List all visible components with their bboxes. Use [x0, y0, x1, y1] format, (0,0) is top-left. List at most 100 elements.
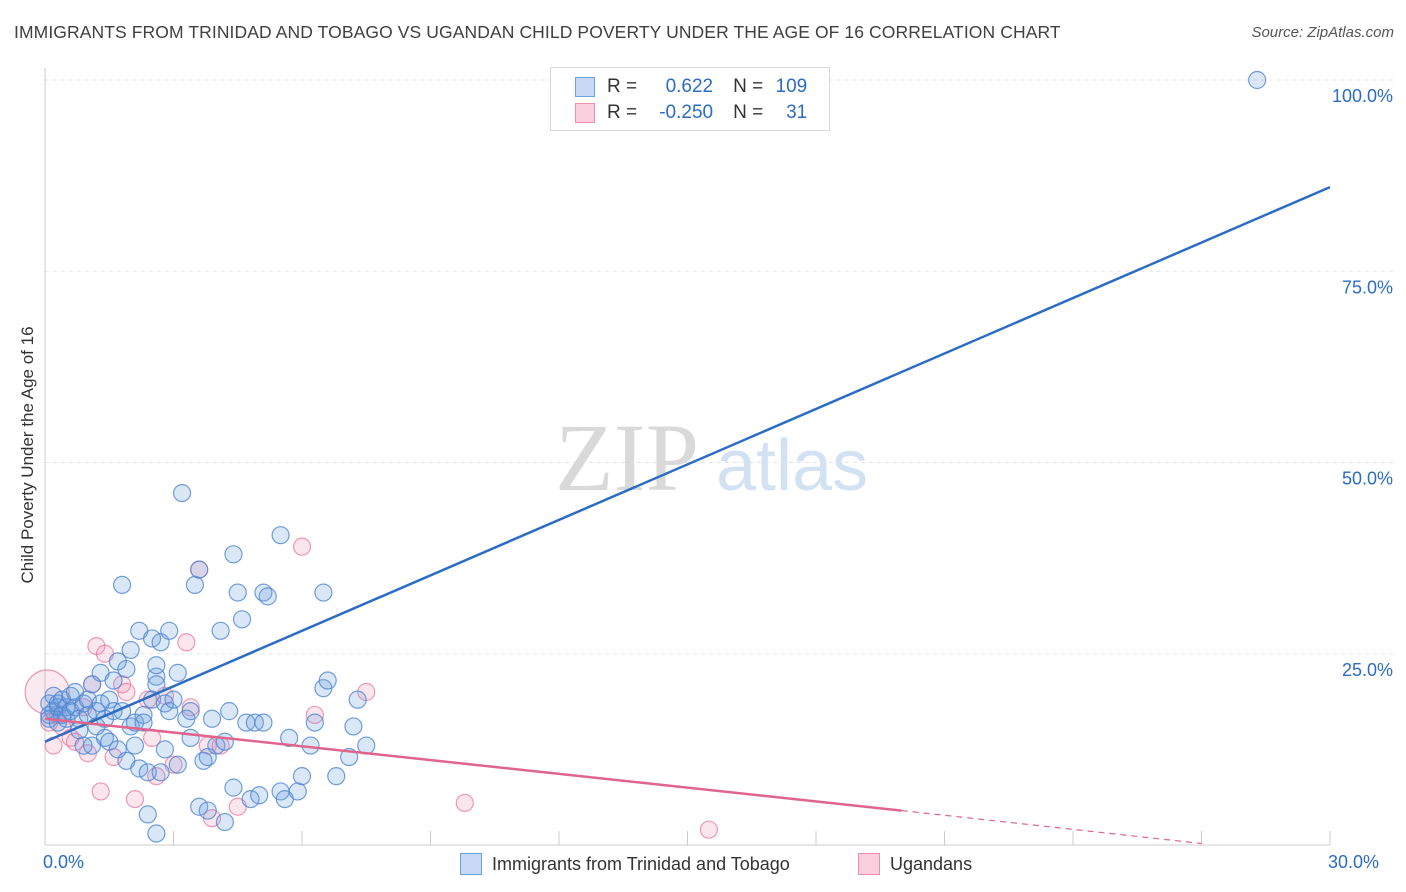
- trinidad-point-88: [250, 786, 269, 805]
- trinidad-point-63: [168, 663, 187, 682]
- trinidad-point-79: [215, 812, 234, 832]
- trinidad-point-91: [258, 587, 277, 606]
- trinidad-point-54: [147, 656, 166, 675]
- trinidad-point-60: [160, 621, 179, 640]
- legend-row-blue: R = 0.622 N = 109: [575, 74, 807, 100]
- y-tick-label-75: 75.0%: [1342, 277, 1393, 297]
- trinidad-point-97: [292, 767, 312, 786]
- trinidad-point-40: [121, 640, 140, 660]
- trinidad-point-104: [344, 717, 363, 736]
- ugandans-point-33: [699, 820, 719, 839]
- legend-n-value-blue: 109: [775, 76, 808, 97]
- trinidad-point-30: [100, 690, 119, 709]
- trinidad-point-82: [224, 778, 243, 797]
- trinidad-point-81: [224, 545, 243, 564]
- bottom-legend-swatch-pink: [858, 853, 880, 875]
- trinidad-point-99: [305, 713, 324, 732]
- watermark-atlas: atlas: [716, 426, 868, 506]
- y-tick-labels: 25.0% 50.0% 75.0% 100.0%: [1332, 86, 1393, 680]
- ugandans-trend-line: [44, 717, 902, 812]
- legend-r-value-pink: -0.250: [659, 102, 714, 123]
- correlation-legend: R = 0.622 N = 109 R = -0.250 N = 31: [550, 67, 830, 131]
- trinidad-point-67: [181, 728, 200, 748]
- trinidad-point-75: [202, 709, 222, 728]
- trinidad-point-57: [151, 763, 170, 782]
- trinidad-point-70: [190, 560, 209, 579]
- ugandans-point-30: [305, 705, 324, 725]
- trinidad-point-84: [232, 610, 252, 629]
- legend-n-label-blue: N =: [733, 76, 764, 97]
- trinidad-point-78: [215, 732, 234, 751]
- trinidad-point-92: [271, 526, 290, 545]
- trinidad-trend-line: [44, 185, 1331, 743]
- trinidad-point-49: [138, 763, 157, 782]
- source-credit: Source: ZipAtlas.com: [1251, 24, 1394, 41]
- y-tick-label-100: 100.0%: [1332, 86, 1393, 106]
- legend-swatch-pink: [575, 103, 595, 123]
- ugandans-point-16: [125, 789, 145, 809]
- ugandans-point-11: [91, 782, 110, 801]
- ugandans-trend-extension: [901, 809, 1202, 845]
- trinidad-point-62: [164, 690, 183, 709]
- ugandans-points: [24, 537, 719, 839]
- trinidad-point-43: [125, 736, 145, 755]
- trinidad-point-68: [181, 702, 200, 721]
- trinidad-point-50: [142, 629, 162, 648]
- bottom-legend-label-blue: Immigrants from Trinidad and Tobago: [492, 853, 790, 874]
- trinidad-point-83: [228, 583, 247, 602]
- trinidad-point-108: [1248, 70, 1267, 90]
- trinidad-point-58: [155, 740, 175, 759]
- ugandans-point-15: [117, 682, 136, 702]
- ugandans-point-23: [181, 698, 200, 717]
- legend-row-pink: R = -0.250 N = 31: [575, 100, 807, 126]
- trinidad-point-48: [138, 805, 157, 824]
- y-axis-label: Child Poverty Under the Age of 16: [18, 326, 37, 584]
- x-tick-max: 30.0%: [1328, 852, 1380, 872]
- legend-swatch-blue: [575, 77, 595, 97]
- trinidad-point-38: [117, 659, 136, 679]
- y-tick-label-50: 50.0%: [1342, 469, 1393, 489]
- trinidad-point-102: [318, 671, 337, 690]
- trend-lines: [44, 185, 1331, 845]
- trinidad-point-55: [147, 824, 166, 843]
- trinidad-point-47: [134, 713, 153, 732]
- trinidad-point-64: [168, 755, 187, 774]
- trinidad-point-95: [280, 728, 299, 748]
- x-tick-min: 0.0%: [43, 852, 85, 872]
- legend-r-value-blue: 0.622: [665, 76, 714, 97]
- watermark-zip: ZIP: [555, 404, 699, 511]
- trinidad-point-65: [172, 484, 192, 503]
- ugandans-point-22: [177, 633, 196, 652]
- trinidad-point-32: [104, 671, 123, 690]
- bottom-legend-pink: Ugandans: [858, 852, 972, 876]
- trinidad-point-77: [211, 621, 230, 640]
- bottom-legend-label-pink: Ugandans: [890, 853, 973, 874]
- legend-n-label-pink: N =: [733, 102, 764, 123]
- trinidad-point-61: [160, 702, 179, 721]
- legend-r-label-blue: R =: [607, 76, 638, 97]
- trinidad-point-107: [327, 767, 346, 786]
- ugandans-point-32: [455, 793, 474, 813]
- trinidad-point-80: [220, 702, 239, 721]
- trinidad-points: [40, 70, 1267, 843]
- trinidad-point-100: [314, 583, 333, 602]
- trinidad-point-36: [112, 575, 132, 595]
- chart-title: IMMIGRANTS FROM TRINIDAD AND TOBAGO VS U…: [14, 22, 1061, 42]
- grid-lines: [45, 79, 1395, 655]
- bottom-legend-blue: Immigrants from Trinidad and Tobago: [460, 852, 790, 876]
- trinidad-point-45: [130, 759, 149, 778]
- ugandans-point-29: [292, 537, 312, 556]
- bottom-legend-swatch-blue: [460, 853, 482, 875]
- legend-n-value-pink: 31: [786, 102, 808, 123]
- trinidad-point-86: [241, 789, 260, 809]
- trinidad-point-46: [134, 705, 153, 725]
- ugandans-point-6: [65, 732, 85, 751]
- trinidad-point-90: [254, 713, 273, 732]
- watermark: ZIP atlas: [555, 404, 868, 511]
- trinidad-point-74: [198, 801, 217, 820]
- y-tick-label-25: 25.0%: [1342, 660, 1393, 680]
- trinidad-point-105: [348, 690, 367, 709]
- trinidad-point-71: [190, 797, 209, 816]
- trinidad-point-69: [185, 575, 205, 595]
